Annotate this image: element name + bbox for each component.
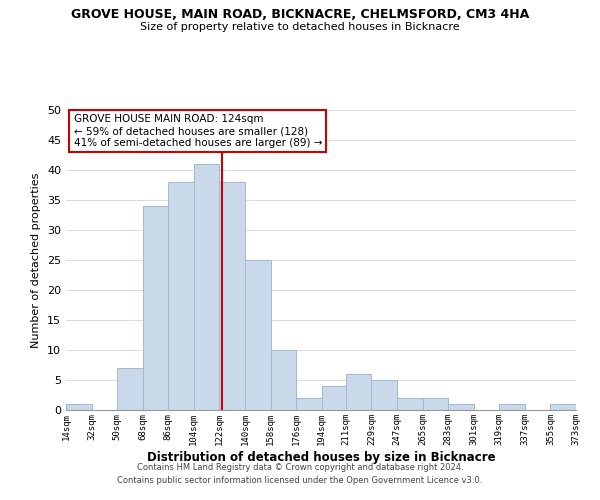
Text: Contains HM Land Registry data © Crown copyright and database right 2024.
Contai: Contains HM Land Registry data © Crown c…	[118, 464, 482, 485]
Bar	[499, 404, 525, 410]
Bar	[296, 398, 322, 410]
Bar	[397, 398, 422, 410]
Bar	[448, 404, 474, 410]
Bar	[346, 374, 371, 410]
Bar	[322, 386, 346, 410]
Bar	[245, 260, 271, 410]
Text: GROVE HOUSE MAIN ROAD: 124sqm
← 59% of detached houses are smaller (128)
41% of : GROVE HOUSE MAIN ROAD: 124sqm ← 59% of d…	[74, 114, 322, 148]
Text: Size of property relative to detached houses in Bicknacre: Size of property relative to detached ho…	[140, 22, 460, 32]
Bar	[220, 182, 245, 410]
Bar	[168, 182, 194, 410]
X-axis label: Distribution of detached houses by size in Bicknacre: Distribution of detached houses by size …	[146, 450, 496, 464]
Bar	[371, 380, 397, 410]
Bar	[143, 206, 168, 410]
Text: GROVE HOUSE, MAIN ROAD, BICKNACRE, CHELMSFORD, CM3 4HA: GROVE HOUSE, MAIN ROAD, BICKNACRE, CHELM…	[71, 8, 529, 20]
Bar	[194, 164, 220, 410]
Bar	[422, 398, 448, 410]
Bar	[117, 368, 143, 410]
Bar	[66, 404, 92, 410]
Bar	[550, 404, 576, 410]
Bar	[271, 350, 296, 410]
Y-axis label: Number of detached properties: Number of detached properties	[31, 172, 41, 348]
